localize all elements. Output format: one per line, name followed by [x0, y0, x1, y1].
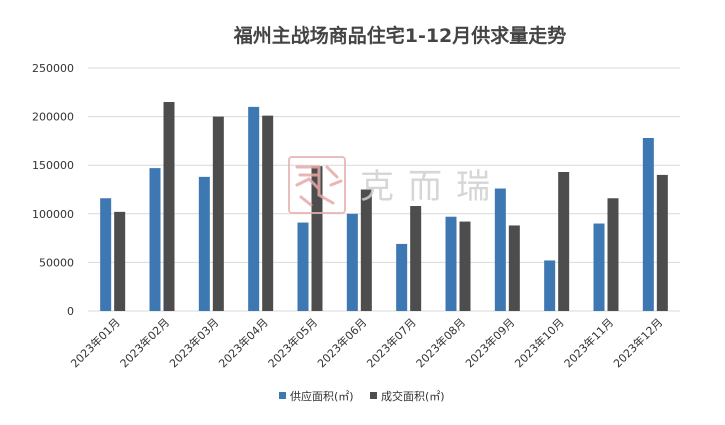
- bar-supply: [445, 216, 457, 311]
- x-tick-label: 2023年04月: [216, 315, 271, 370]
- bar-supply: [100, 198, 112, 311]
- legend-label-supply: 供应面积(㎡): [290, 389, 354, 403]
- x-tick-label: 2023年07月: [364, 315, 419, 370]
- y-axis: 0 50000 100000 150000 200000 250000: [32, 62, 74, 318]
- legend-swatch-deal: [370, 392, 377, 399]
- watermark-text: 克而瑞: [360, 167, 504, 207]
- x-tick-label: 2023年09月: [462, 315, 517, 370]
- x-tick-label: 2023年12月: [610, 315, 665, 370]
- bar-deal: [360, 189, 372, 311]
- bar-deal: [558, 172, 570, 311]
- bar-supply: [346, 213, 358, 311]
- bar-deal: [163, 102, 175, 312]
- y-tick-label: 50000: [39, 256, 74, 269]
- x-tick-label: 2023年01月: [68, 315, 123, 370]
- y-tick-label: 0: [67, 305, 74, 318]
- bar-deal: [262, 115, 274, 312]
- bar-supply: [149, 168, 161, 311]
- grid-lines: [88, 67, 680, 312]
- x-axis: 2023年01月2023年02月2023年03月2023年04月2023年05月…: [68, 315, 666, 370]
- legend-label-deal: 成交面积(㎡): [381, 389, 445, 403]
- bar-supply: [198, 176, 210, 311]
- y-tick-label: 150000: [32, 159, 74, 172]
- legend: 供应面积(㎡) 成交面积(㎡): [279, 389, 445, 403]
- bar-deal: [459, 221, 471, 311]
- x-tick-label: 2023年05月: [265, 315, 320, 370]
- bar-deal: [311, 166, 323, 311]
- watermark-logo: [288, 156, 346, 214]
- bar-supply: [593, 223, 605, 311]
- bar-deal: [607, 198, 619, 311]
- x-tick-label: 2023年08月: [413, 315, 468, 370]
- legend-swatch-supply: [279, 392, 286, 399]
- y-tick-label: 250000: [32, 62, 74, 75]
- bar-deal: [212, 116, 224, 311]
- bar-supply: [544, 260, 556, 311]
- x-tick-label: 2023年02月: [117, 315, 172, 370]
- x-tick-label: 2023年03月: [166, 315, 221, 370]
- bar-deal: [410, 206, 422, 311]
- bar-supply: [248, 106, 260, 311]
- watermark: 克而瑞: [288, 156, 504, 214]
- bars: [100, 102, 668, 312]
- bar-deal: [114, 211, 126, 311]
- bar-deal: [656, 174, 668, 311]
- chart-title: 福州主战场商品住宅1-12月供求量走势: [233, 24, 567, 47]
- bar-deal: [508, 225, 520, 311]
- bar-supply: [297, 222, 309, 311]
- bar-supply: [642, 137, 654, 311]
- x-tick-label: 2023年06月: [314, 315, 369, 370]
- y-tick-label: 200000: [32, 111, 74, 124]
- bar-supply: [494, 188, 506, 311]
- bar-supply: [396, 243, 408, 311]
- y-tick-label: 100000: [32, 208, 74, 221]
- x-tick-label: 2023年11月: [561, 315, 616, 370]
- x-tick-label: 2023年10月: [512, 315, 567, 370]
